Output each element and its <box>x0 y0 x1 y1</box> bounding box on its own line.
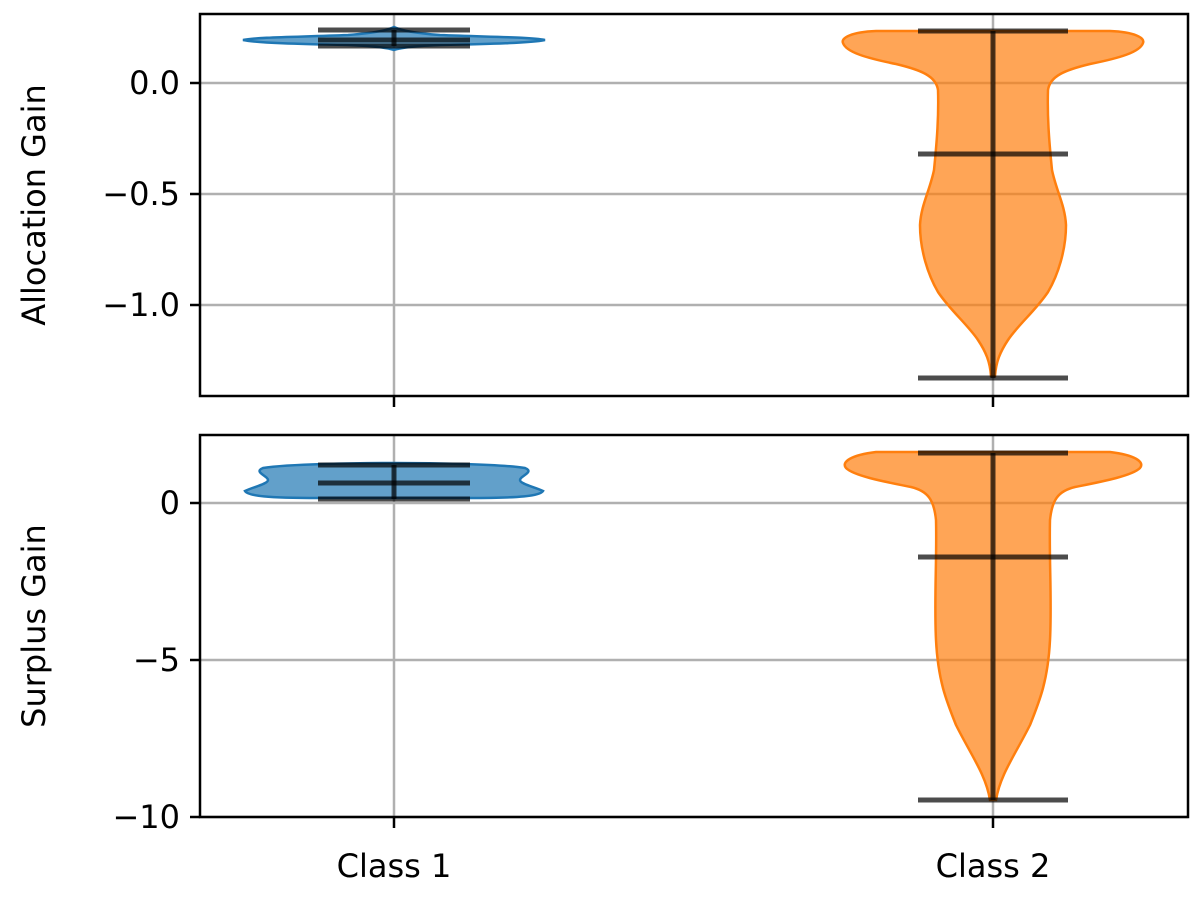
bottom-panel: 0 −5 −10 Class 1 Class 2 Surplus Gain <box>15 433 1190 885</box>
y-tick-label: −5 <box>133 641 180 679</box>
top-panel: 0.0 −0.5 −1.0 Allocation Gain <box>15 12 1190 407</box>
y-tick-label: −1.0 <box>102 286 180 324</box>
y-axis-label: Surplus Gain <box>15 524 53 728</box>
x-tick-label: Class 1 <box>337 847 452 885</box>
y-tick-label: 0.0 <box>129 64 180 102</box>
axes-frame <box>198 433 1190 819</box>
axes-frame <box>198 12 1190 398</box>
y-tick-label: −10 <box>112 798 180 836</box>
x-tick-label: Class 2 <box>936 847 1051 885</box>
y-tick-label: −0.5 <box>102 175 180 213</box>
y-axis-label: Allocation Gain <box>15 84 53 326</box>
y-tick-label: 0 <box>160 484 180 522</box>
